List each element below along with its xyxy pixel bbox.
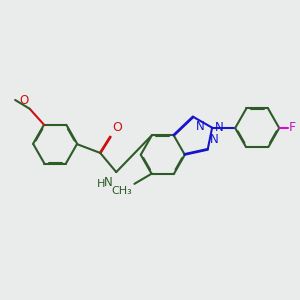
- Text: N: N: [104, 176, 113, 189]
- Text: N: N: [210, 134, 219, 146]
- Text: O: O: [19, 94, 28, 107]
- Text: N: N: [196, 120, 204, 133]
- Text: N: N: [215, 121, 224, 134]
- Text: H: H: [97, 178, 105, 189]
- Text: O: O: [112, 122, 122, 134]
- Text: CH₃: CH₃: [111, 186, 132, 196]
- Text: F: F: [289, 121, 296, 134]
